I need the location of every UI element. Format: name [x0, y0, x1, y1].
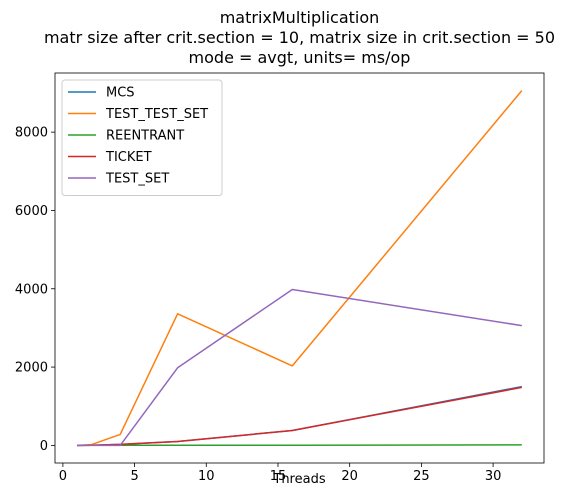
y-tick-label: 6000 — [15, 204, 48, 219]
legend-entry: TICKET — [105, 150, 152, 165]
plot-frame — [54, 72, 545, 464]
x-tick-label: 15 — [270, 469, 287, 484]
legend-entry: MCS — [106, 86, 135, 101]
legend-entry: TEST_SET — [105, 172, 169, 187]
title-line-1: matrixMultiplication — [220, 8, 380, 27]
legend-entry: REENTRANT — [106, 129, 184, 144]
y-tick-label: 2000 — [15, 361, 48, 376]
x-axis-label: Threads — [272, 472, 325, 487]
legend-entry: TEST_TEST_SET — [105, 107, 208, 122]
x-axis-ticks: 0 5 10 15 20 25 30 — [59, 463, 502, 484]
y-axis-ticks: 0 2000 4000 6000 8000 — [15, 126, 55, 454]
title-line-2: matr size after crit.section = 10, matri… — [44, 28, 555, 47]
title-line-3: mode = avgt, units= ms/op — [189, 48, 411, 67]
y-tick-label: 0 — [40, 439, 48, 454]
series-line-reentrant — [77, 444, 522, 447]
x-tick-label: 0 — [59, 469, 67, 484]
x-tick-label: 25 — [413, 469, 430, 484]
plot-lines — [77, 90, 523, 447]
x-tick-label: 5 — [130, 469, 138, 484]
series-line-mcs — [77, 385, 522, 447]
legend-box — [61, 79, 223, 196]
y-tick-label: 4000 — [15, 282, 48, 297]
legend: MCS TEST_TEST_SET REENTRANT TICKET TEST_SET — [61, 79, 223, 196]
x-tick-label: 20 — [341, 469, 358, 484]
series-line-ticket — [77, 386, 522, 447]
series-line-test-set — [77, 288, 522, 447]
y-tick-label: 8000 — [15, 126, 48, 141]
x-tick-label: 30 — [485, 469, 502, 484]
x-tick-label: 10 — [198, 469, 215, 484]
